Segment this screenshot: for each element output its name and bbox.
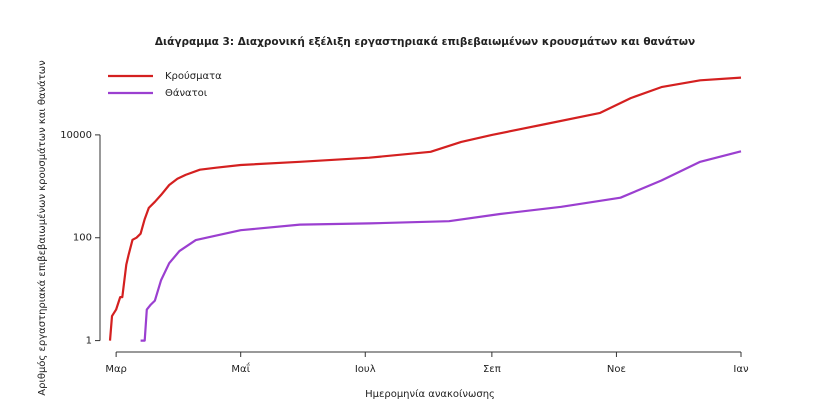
- y-tick-label: 100: [73, 233, 92, 244]
- x-tick-label: Νοε: [607, 364, 626, 375]
- chart-title: Διάγραμμα 3: Διαχρονική εξέλιξη εργαστηρ…: [155, 36, 695, 48]
- x-tick-label: Μαρ: [105, 364, 127, 375]
- y-axis-label: Αριθμός εργαστηριακά επιβεβαιωμένων κρου…: [36, 60, 48, 396]
- x-tick-label: Μαΐ: [231, 361, 250, 375]
- line: [140, 150, 742, 342]
- legend-label: Κρούσματα: [165, 70, 222, 82]
- x-tick-label: Ιουλ: [355, 364, 376, 375]
- legend-label: Θάνατοι: [165, 87, 208, 99]
- y-tick-label: 10000: [60, 130, 92, 141]
- x-tick-label: Σεπ: [483, 364, 501, 375]
- line: [108, 76, 742, 341]
- x-axis-label: Ημερομηνία ανακοίνωσης: [365, 388, 495, 400]
- y-tick-label: 1: [86, 336, 92, 347]
- x-tick-label: Ιαν: [733, 364, 749, 375]
